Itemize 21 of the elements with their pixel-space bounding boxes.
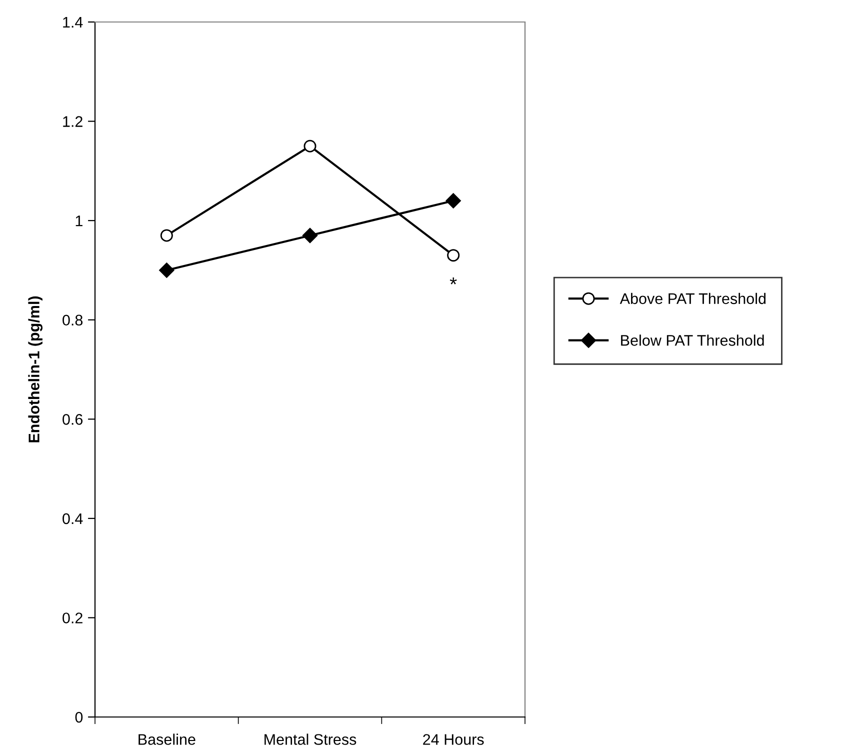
legend-label: Above PAT Threshold <box>620 292 766 304</box>
point <box>304 140 316 152</box>
y-tick-label: 1.2 <box>63 116 82 127</box>
x-tick-label: Baseline <box>138 734 196 745</box>
y-tick-label: 1 <box>76 216 82 226</box>
x-tick-label: 24 Hours <box>423 734 484 745</box>
point <box>160 229 173 242</box>
point <box>159 262 174 278</box>
y-tick-label: 1.4 <box>63 17 83 28</box>
point <box>446 193 461 208</box>
point <box>302 228 318 244</box>
y-tick-label: 0.4 <box>62 513 83 524</box>
y-tick-label: 0 <box>75 712 83 723</box>
y-tick-label: 0.2 <box>62 612 82 624</box>
point <box>447 249 460 262</box>
legend-label: Below PAT Threshold <box>621 334 764 346</box>
y-tick-label: 0.6 <box>62 414 83 425</box>
annotation: * <box>450 278 457 284</box>
y-axis-title: Endothelin-1 (pg/ml) <box>28 296 43 442</box>
x-tick-label: Mental Stress <box>264 734 356 745</box>
y-tick-label: 0.8 <box>62 314 83 326</box>
